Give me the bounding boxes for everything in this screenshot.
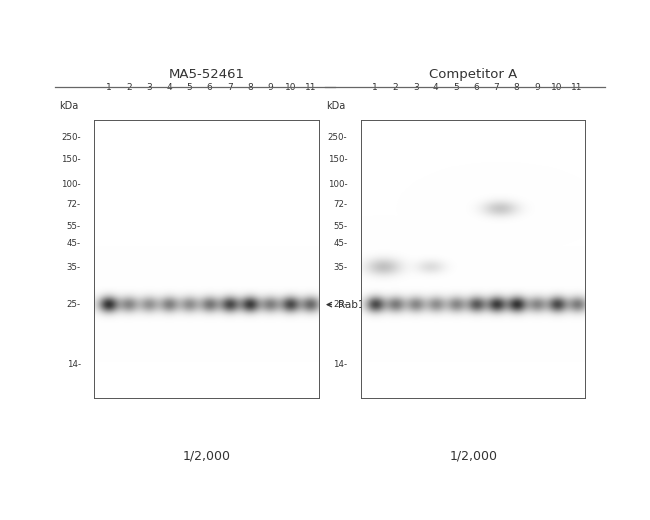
Text: 10: 10 bbox=[551, 83, 563, 92]
Text: 150-: 150- bbox=[328, 155, 347, 164]
Text: 25-: 25- bbox=[67, 300, 81, 309]
Text: MA5-52461: MA5-52461 bbox=[169, 68, 244, 81]
Text: 11: 11 bbox=[571, 83, 583, 92]
Text: 3: 3 bbox=[413, 83, 419, 92]
Text: 55-: 55- bbox=[333, 222, 347, 231]
Text: kDa: kDa bbox=[326, 101, 345, 111]
Text: 4: 4 bbox=[166, 83, 172, 92]
Text: 45-: 45- bbox=[67, 239, 81, 248]
Text: 9: 9 bbox=[534, 83, 540, 92]
Text: 2: 2 bbox=[393, 83, 398, 92]
Text: 9: 9 bbox=[267, 83, 273, 92]
Text: 250-: 250- bbox=[61, 133, 81, 142]
Text: 3: 3 bbox=[146, 83, 152, 92]
Text: Rab1A: Rab1A bbox=[337, 300, 371, 309]
Text: 14-: 14- bbox=[67, 360, 81, 369]
Text: kDa: kDa bbox=[60, 101, 79, 111]
Text: 1/2,000: 1/2,000 bbox=[449, 450, 497, 463]
Text: 72-: 72- bbox=[67, 200, 81, 209]
Text: 4: 4 bbox=[433, 83, 439, 92]
Text: 8: 8 bbox=[247, 83, 253, 92]
Text: 7: 7 bbox=[493, 83, 499, 92]
Text: 1: 1 bbox=[106, 83, 112, 92]
Text: 55-: 55- bbox=[67, 222, 81, 231]
Text: 14-: 14- bbox=[333, 360, 347, 369]
Text: 11: 11 bbox=[305, 83, 317, 92]
Text: 45-: 45- bbox=[333, 239, 347, 248]
Text: 10: 10 bbox=[285, 83, 296, 92]
Text: 6: 6 bbox=[473, 83, 479, 92]
Text: 35-: 35- bbox=[333, 263, 347, 271]
Text: 250-: 250- bbox=[328, 133, 347, 142]
Text: 5: 5 bbox=[453, 83, 459, 92]
Text: 6: 6 bbox=[207, 83, 213, 92]
Text: 150-: 150- bbox=[61, 155, 81, 164]
Text: 72-: 72- bbox=[333, 200, 347, 209]
Text: 7: 7 bbox=[227, 83, 233, 92]
Text: 1/2,000: 1/2,000 bbox=[183, 450, 231, 463]
Text: 35-: 35- bbox=[67, 263, 81, 271]
Text: 100-: 100- bbox=[328, 180, 347, 189]
Text: 25-: 25- bbox=[333, 300, 347, 309]
Text: 2: 2 bbox=[126, 83, 132, 92]
Text: 5: 5 bbox=[187, 83, 192, 92]
Text: Competitor A: Competitor A bbox=[429, 68, 517, 81]
Text: 8: 8 bbox=[514, 83, 519, 92]
Text: 100-: 100- bbox=[61, 180, 81, 189]
Text: 1: 1 bbox=[372, 83, 378, 92]
